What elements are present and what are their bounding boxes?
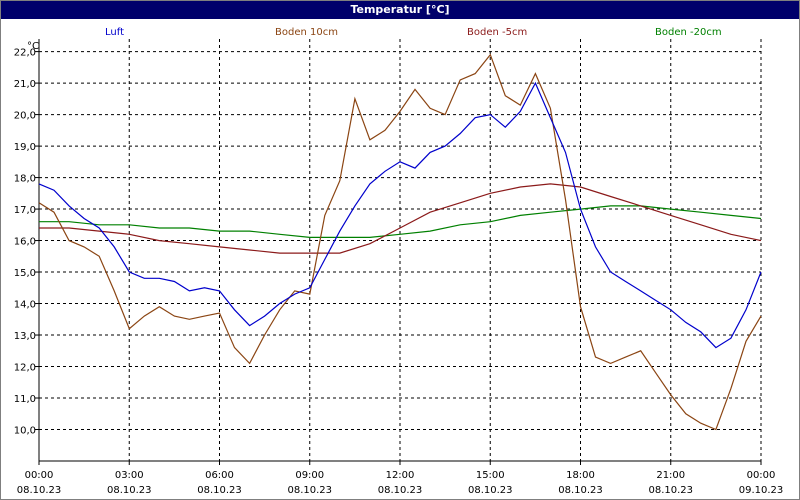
x-tick-time-label: 21:00 xyxy=(656,470,685,481)
x-tick-date-label: 08.10.23 xyxy=(468,485,513,496)
legend-boden-10cm: Boden 10cm xyxy=(275,27,338,38)
series-line-boden-10cm xyxy=(38,53,762,431)
legend-boden-minus-5cm: Boden -5cm xyxy=(467,27,528,38)
x-tick-time-label: 12:00 xyxy=(386,470,415,481)
series-line-boden-5cm xyxy=(39,183,762,254)
x-tick-time-label: 06:00 xyxy=(205,470,234,481)
y-tick-label: 21,0 xyxy=(14,79,36,90)
x-tick-date-label: 08.10.23 xyxy=(287,485,332,496)
x-tick-date-label: 08.10.23 xyxy=(648,485,693,496)
x-tick-time-label: 09:00 xyxy=(295,470,324,481)
y-tick-label: 15,0 xyxy=(14,268,36,279)
series-line-luft xyxy=(38,81,762,349)
y-tick-label: 13,0 xyxy=(14,331,36,342)
x-tick-date-label: 08.10.23 xyxy=(558,485,603,496)
y-tick-label: 10,0 xyxy=(14,426,36,437)
x-tick-date-label: 09.10.23 xyxy=(739,485,784,496)
y-tick-label: 11,0 xyxy=(14,394,36,405)
x-tick-date-label: 08.10.23 xyxy=(197,485,242,496)
y-tick-label: 14,0 xyxy=(14,300,36,311)
x-tick-time-label: 15:00 xyxy=(476,470,505,481)
x-tick-time-label: 18:00 xyxy=(566,470,595,481)
chart-title: Temperatur [°C] xyxy=(1,1,799,19)
x-tick-date-label: 08.10.23 xyxy=(107,485,152,496)
y-axis-unit-label: °C xyxy=(27,41,39,52)
x-tick-date-label: 08.10.23 xyxy=(17,485,62,496)
y-tick-label: 19,0 xyxy=(14,142,36,153)
x-tick-date-label: 08.10.23 xyxy=(378,485,423,496)
y-tick-label: 16,0 xyxy=(14,237,36,248)
legend-boden-minus-20cm: Boden -20cm xyxy=(655,27,722,38)
y-tick-label: 18,0 xyxy=(14,174,36,185)
y-tick-label: 17,0 xyxy=(14,205,36,216)
x-tick-time-label: 00:00 xyxy=(747,470,776,481)
legend-luft: Luft xyxy=(105,27,124,38)
x-tick-time-label: 00:00 xyxy=(25,470,54,481)
y-tick-label: 20,0 xyxy=(14,111,36,122)
y-tick-label: 12,0 xyxy=(14,363,36,374)
y-tick-label: 22,0 xyxy=(14,48,36,59)
x-tick-time-label: 03:00 xyxy=(115,470,144,481)
